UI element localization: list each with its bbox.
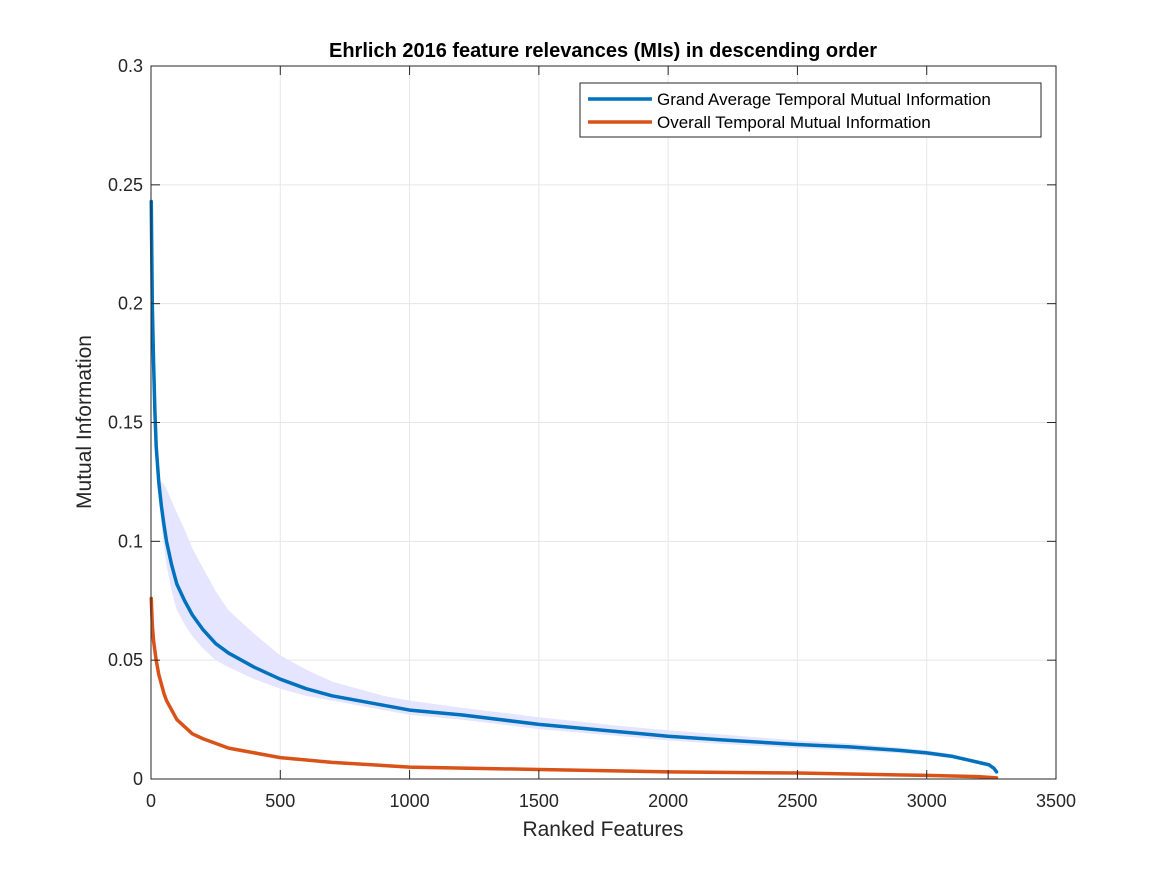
x-tick-label: 0 [146, 791, 156, 811]
x-tick-label: 3000 [907, 791, 947, 811]
y-axis-label: Mutual Information [73, 335, 96, 509]
chart-title: Ehrlich 2016 feature relevances (MIs) in… [329, 40, 877, 62]
x-tick-label: 2500 [777, 791, 817, 811]
y-tick-label: 0.05 [108, 650, 143, 670]
x-tick-labels: 0 500 1000 1500 2000 2500 3000 3500 [146, 791, 1076, 811]
x-tick-label: 1500 [519, 791, 559, 811]
x-tick-label: 500 [265, 791, 295, 811]
tick-marks [150, 65, 1057, 780]
y-tick-label: 0.2 [118, 294, 143, 314]
y-tick-label: 0.25 [108, 175, 143, 195]
y-tick-label: 0.15 [108, 413, 143, 433]
grid-lines [151, 66, 1056, 779]
x-tick-label: 1000 [390, 791, 430, 811]
legend-label-grand-average: Grand Average Temporal Mutual Informatio… [657, 90, 991, 109]
legend-label-overall: Overall Temporal Mutual Information [657, 113, 931, 132]
legend-box [579, 82, 1042, 138]
x-axis-label: Ranked Features [522, 818, 683, 841]
y-tick-labels: 0 0.05 0.1 0.15 0.2 0.25 0.3 [108, 56, 143, 789]
y-tick-label: 0.3 [118, 56, 143, 76]
x-tick-label: 3500 [1036, 791, 1076, 811]
y-tick-label: 0.1 [118, 531, 143, 551]
legend: Grand Average Temporal Mutual Informatio… [579, 82, 1042, 138]
y-tick-label: 0 [133, 769, 143, 789]
grand-average-series-line [149, 199, 999, 774]
x-tick-label: 2000 [648, 791, 688, 811]
